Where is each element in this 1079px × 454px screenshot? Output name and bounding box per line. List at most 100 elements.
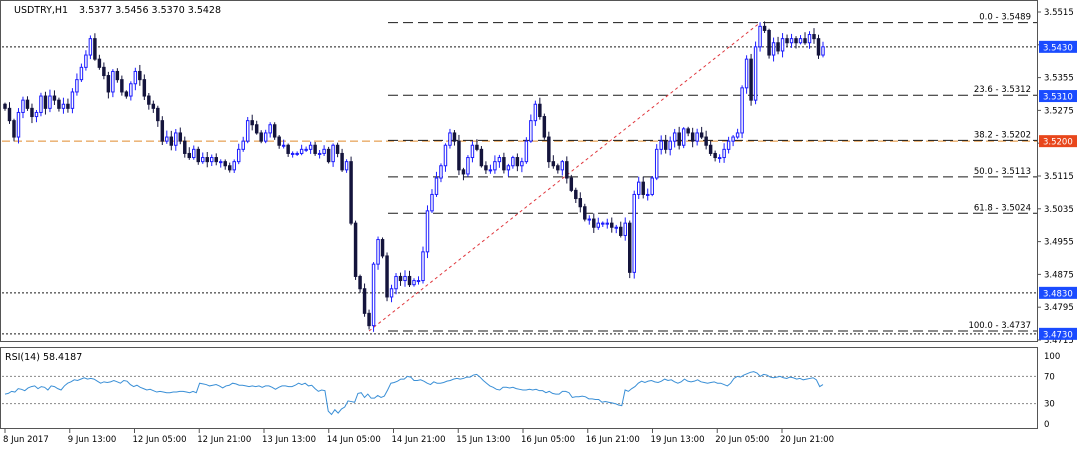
candle-body — [776, 42, 780, 52]
candle — [376, 236, 380, 270]
candle — [466, 155, 470, 177]
candle-body — [457, 140, 461, 171]
candle — [668, 136, 672, 156]
candle — [789, 33, 794, 48]
price-tag: 3.4730 — [1039, 327, 1077, 340]
candle-body — [619, 226, 623, 236]
candle — [632, 190, 636, 279]
price-tick-label: 3.5035 — [1044, 205, 1074, 215]
candle — [111, 69, 115, 98]
rsi-header-label: RSI(14) 58.4187 — [5, 352, 82, 363]
rsi-panel-frame — [0, 347, 1038, 429]
candle — [241, 136, 245, 152]
candle-body — [497, 157, 502, 163]
candle — [587, 215, 592, 225]
candle-body — [79, 66, 84, 81]
candle-body — [807, 34, 812, 44]
candle-body — [547, 136, 551, 163]
candle-body — [524, 140, 529, 163]
candle-body — [43, 95, 48, 109]
candle-body — [93, 38, 97, 60]
candle-body — [259, 132, 263, 142]
candle — [39, 92, 43, 117]
candle-body — [106, 75, 111, 93]
candle — [690, 127, 695, 148]
candle-body — [313, 144, 317, 154]
candle — [344, 159, 349, 173]
candle-body — [358, 275, 362, 290]
candle — [385, 252, 389, 302]
candle — [794, 36, 798, 49]
candle — [129, 81, 133, 101]
candle — [102, 62, 106, 80]
candle — [776, 36, 780, 55]
candle-body — [151, 103, 156, 109]
main-panel-frame — [0, 0, 1038, 342]
candle — [758, 22, 762, 52]
candle-body — [344, 161, 349, 171]
time-tick-label: 14 Jun 21:00 — [392, 435, 446, 445]
candle-body — [636, 181, 641, 195]
candle — [443, 143, 448, 172]
candle-body — [412, 280, 416, 286]
rsi-tick-label: 30 — [1044, 400, 1055, 410]
candle-body — [156, 107, 160, 122]
candle-body — [601, 222, 605, 225]
candle — [259, 130, 263, 144]
candle — [187, 147, 192, 160]
candle — [695, 128, 699, 146]
candle — [807, 31, 812, 49]
candle-body — [538, 103, 542, 118]
candle-body — [70, 91, 75, 109]
rsi-group: 100 70 30 0 — [2, 352, 1060, 430]
candle — [183, 136, 187, 158]
candle-body — [165, 136, 169, 142]
candle-body — [762, 25, 767, 31]
candle-body — [367, 312, 371, 327]
candle — [762, 21, 767, 33]
candle — [358, 274, 362, 293]
candle-body — [129, 83, 133, 97]
candle — [174, 128, 178, 151]
candle — [574, 187, 578, 203]
candle — [520, 157, 524, 173]
candle-body — [290, 152, 295, 155]
candle — [439, 163, 443, 183]
candle-body — [277, 136, 281, 146]
candle-body — [21, 99, 25, 113]
candle-body — [317, 152, 322, 155]
fibo-level-label: 0.0 - 3.5489 — [979, 13, 1031, 23]
candle-body — [731, 136, 735, 142]
candle — [704, 130, 708, 150]
price-tag: 3.5310 — [1039, 90, 1077, 103]
candle — [70, 88, 75, 114]
candle — [821, 41, 825, 58]
candle-body — [349, 161, 353, 224]
candle-body — [223, 161, 227, 167]
time-tick-label: 16 Jun 21:00 — [586, 435, 640, 445]
candle — [299, 144, 304, 156]
candle-body — [461, 169, 466, 175]
candle-body — [506, 165, 511, 171]
candle — [79, 63, 84, 82]
candle-body — [753, 46, 758, 101]
candle-body — [16, 111, 21, 138]
candle-body — [331, 144, 335, 163]
candle-body — [479, 148, 484, 167]
candle — [21, 96, 25, 119]
candle-body — [632, 193, 636, 273]
candle — [785, 34, 789, 47]
candle — [295, 151, 299, 156]
candle-body — [690, 132, 695, 142]
candle-body — [699, 132, 704, 138]
candle — [650, 176, 654, 197]
candle-body — [641, 181, 645, 195]
candle — [353, 220, 358, 280]
candle-body — [241, 140, 245, 150]
candle-body — [371, 263, 376, 327]
price-tag-label: 3.4730 — [1043, 330, 1073, 340]
candle — [340, 148, 344, 172]
candle — [245, 117, 250, 144]
candle-body — [219, 161, 223, 164]
candle — [479, 146, 484, 168]
